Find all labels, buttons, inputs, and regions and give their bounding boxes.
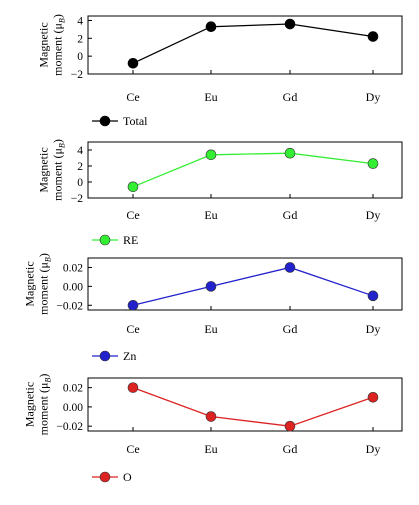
y-tick-label: 0.02 xyxy=(63,262,83,274)
series-line-RE xyxy=(132,152,374,188)
category-label: Gd xyxy=(283,208,298,222)
plot-frame xyxy=(87,15,403,75)
chart-panel-4: −0.02 0.00 0.02 Ce Eu Gd Dy Magneticmoment (μB)… xyxy=(23,374,403,484)
y-axis-label-close: ) xyxy=(50,139,64,143)
category-label: Eu xyxy=(204,90,217,104)
y-axis-label-line1: Magnetic xyxy=(23,382,37,427)
series-line-Zn xyxy=(132,266,374,306)
legend-label: Zn xyxy=(123,349,136,363)
data-point-Eu xyxy=(205,281,217,292)
data-point-Dy xyxy=(367,290,379,302)
y-axis-label-line2: moment (μ xyxy=(50,23,64,76)
y-axis-label: Magneticmoment (μB) xyxy=(37,139,67,201)
plot-frame xyxy=(87,141,403,199)
category-label: Ce xyxy=(126,322,139,336)
chart-panel-3: −0.02 0.00 0.02 Ce Eu Gd Dy Magneticmoment (μB)… xyxy=(23,253,403,363)
y-axis-label: Magneticmoment (μB) xyxy=(23,374,53,436)
y-axis-label-line1: Magnetic xyxy=(37,147,51,192)
legend-marker xyxy=(99,350,111,362)
legend-label: O xyxy=(123,470,132,484)
data-point-Gd xyxy=(284,262,296,273)
category-label: Gd xyxy=(283,322,298,336)
data-point-Ce xyxy=(127,299,139,311)
category-label: Dy xyxy=(366,208,381,222)
y-tick-label: 0.00 xyxy=(63,402,83,414)
data-point-Gd xyxy=(284,18,296,30)
legend-marker xyxy=(99,115,111,127)
category-label: Gd xyxy=(283,442,298,456)
y-tick-label: 4 xyxy=(77,15,83,27)
category-label: Ce xyxy=(126,90,139,104)
data-point-Ce xyxy=(127,382,139,393)
y-tick-label: 0.02 xyxy=(63,383,83,395)
y-axis-label: Magneticmoment (μB) xyxy=(37,14,67,76)
category-label: Dy xyxy=(366,442,381,456)
y-axis-label-line2: moment (μ xyxy=(36,383,50,436)
category-label: Gd xyxy=(283,90,298,104)
data-point-Dy xyxy=(367,158,379,169)
plot-frame xyxy=(87,377,403,432)
y-tick-label: −2 xyxy=(71,193,83,205)
data-point-Dy xyxy=(367,391,379,403)
legend-label: Total xyxy=(123,114,148,128)
y-axis-label-subscript: B xyxy=(43,257,52,262)
y-tick-label: 4 xyxy=(77,145,83,157)
category-label: Eu xyxy=(204,322,217,336)
y-axis-label-close: ) xyxy=(50,14,64,18)
legend-label: RE xyxy=(123,233,138,247)
y-axis-label-line1: Magnetic xyxy=(23,261,37,306)
y-axis-label-subscript: B xyxy=(43,378,52,383)
plot-frame xyxy=(87,257,403,311)
y-tick-label: 2 xyxy=(77,33,83,45)
data-point-Eu xyxy=(205,149,217,161)
y-tick-label: 0.00 xyxy=(63,281,83,293)
legend-marker xyxy=(99,471,111,483)
data-point-Dy xyxy=(367,31,379,42)
data-point-Gd xyxy=(284,147,296,159)
y-axis-label: Magneticmoment (μB) xyxy=(23,253,53,315)
y-tick-label: 2 xyxy=(77,161,83,173)
y-tick-label: −0.02 xyxy=(56,421,83,433)
y-axis-label-line2: moment (μ xyxy=(36,262,50,315)
chart-panel-1: −2 0 2 4 Ce Eu Gd Dy Magneticmoment (μB) Total xyxy=(37,14,403,128)
series-line-O xyxy=(132,387,374,427)
data-point-Ce xyxy=(127,57,139,69)
y-axis-label-subscript: B xyxy=(57,143,66,148)
chart-panel-2: −2 0 2 4 Ce Eu Gd Dy Magneticmoment (μB) RE xyxy=(37,139,403,247)
category-label: Ce xyxy=(126,442,139,456)
y-tick-label: −0.02 xyxy=(56,300,83,312)
legend-marker xyxy=(99,234,111,246)
y-tick-label: 0 xyxy=(77,51,83,63)
y-tick-label: 0 xyxy=(77,177,83,189)
data-point-Gd xyxy=(284,420,296,432)
data-point-Eu xyxy=(205,411,217,422)
category-label: Dy xyxy=(366,322,381,336)
category-label: Eu xyxy=(204,208,217,222)
y-axis-label-close: ) xyxy=(36,253,50,257)
y-tick-label: −2 xyxy=(71,69,83,81)
category-label: Eu xyxy=(204,442,217,456)
category-label: Ce xyxy=(126,208,139,222)
y-axis-label-line1: Magnetic xyxy=(37,22,51,67)
y-axis-label-close: ) xyxy=(36,374,50,378)
data-point-Eu xyxy=(205,21,217,33)
data-point-Ce xyxy=(127,181,139,193)
y-axis-label-subscript: B xyxy=(57,18,66,23)
category-label: Dy xyxy=(366,90,381,104)
y-axis-label-line2: moment (μ xyxy=(50,148,64,201)
series-line-Total xyxy=(132,23,374,64)
